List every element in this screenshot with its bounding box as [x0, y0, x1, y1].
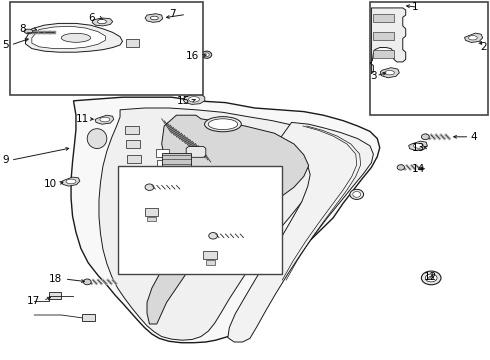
Ellipse shape: [421, 271, 441, 285]
Ellipse shape: [98, 19, 106, 24]
Polygon shape: [370, 8, 406, 74]
Ellipse shape: [189, 97, 199, 102]
Ellipse shape: [100, 117, 110, 122]
Polygon shape: [228, 122, 373, 342]
Bar: [373, 50, 394, 58]
Bar: [172, 216, 187, 225]
Bar: [126, 140, 140, 148]
Ellipse shape: [202, 51, 212, 58]
Text: 10: 10: [44, 179, 57, 189]
Text: 17: 17: [27, 296, 40, 306]
Text: 14: 14: [412, 164, 425, 174]
Polygon shape: [25, 23, 123, 52]
Ellipse shape: [353, 192, 361, 197]
Ellipse shape: [421, 134, 429, 140]
Polygon shape: [95, 115, 114, 124]
Ellipse shape: [414, 144, 423, 148]
Bar: [127, 155, 141, 163]
Ellipse shape: [145, 184, 154, 190]
Bar: [157, 160, 170, 167]
Bar: [203, 251, 217, 259]
Ellipse shape: [66, 179, 76, 184]
Text: 18: 18: [49, 274, 62, 284]
Polygon shape: [186, 147, 206, 157]
Polygon shape: [162, 153, 191, 191]
Polygon shape: [99, 108, 332, 340]
Bar: [147, 217, 156, 221]
Polygon shape: [62, 177, 80, 186]
Ellipse shape: [150, 16, 158, 20]
Ellipse shape: [205, 117, 242, 132]
Bar: [206, 260, 215, 265]
Text: 13: 13: [412, 143, 425, 153]
Ellipse shape: [425, 274, 437, 282]
Text: 15: 15: [176, 96, 190, 106]
Ellipse shape: [208, 119, 238, 130]
Bar: [158, 173, 171, 180]
Bar: [373, 32, 394, 40]
Bar: [82, 314, 95, 321]
Ellipse shape: [385, 71, 394, 75]
Ellipse shape: [234, 173, 275, 194]
Bar: [172, 229, 188, 238]
Ellipse shape: [204, 53, 209, 57]
Polygon shape: [32, 26, 105, 49]
Polygon shape: [380, 68, 399, 78]
Bar: [128, 169, 142, 177]
Bar: [125, 126, 139, 134]
Bar: [370, 2, 488, 115]
Bar: [145, 208, 158, 216]
Bar: [118, 166, 282, 274]
Text: 2: 2: [480, 42, 487, 52]
Polygon shape: [183, 94, 205, 104]
Ellipse shape: [83, 279, 91, 285]
Text: 6: 6: [88, 13, 95, 23]
Bar: [156, 149, 169, 157]
Text: 5: 5: [2, 40, 9, 50]
Text: 8: 8: [20, 24, 26, 34]
Text: 16: 16: [186, 51, 199, 61]
Polygon shape: [465, 33, 483, 42]
Ellipse shape: [24, 29, 33, 33]
Ellipse shape: [61, 33, 91, 42]
Polygon shape: [191, 184, 216, 194]
Polygon shape: [145, 14, 163, 22]
Bar: [10, 2, 203, 95]
Polygon shape: [147, 115, 309, 324]
Text: 11: 11: [76, 114, 89, 124]
Bar: [49, 292, 61, 299]
Ellipse shape: [397, 165, 404, 170]
Text: 3: 3: [370, 71, 377, 81]
Ellipse shape: [468, 36, 477, 40]
Polygon shape: [409, 141, 427, 150]
Text: 9: 9: [2, 155, 9, 165]
Text: 7: 7: [169, 9, 176, 19]
Polygon shape: [71, 97, 380, 343]
Bar: [373, 14, 394, 22]
Ellipse shape: [350, 189, 364, 199]
Bar: [176, 245, 192, 254]
Bar: [179, 258, 195, 267]
Text: 4: 4: [470, 132, 477, 142]
Ellipse shape: [209, 233, 218, 239]
Ellipse shape: [228, 169, 282, 198]
Ellipse shape: [87, 129, 107, 149]
Text: 12: 12: [424, 272, 437, 282]
Bar: [126, 39, 139, 47]
Ellipse shape: [429, 276, 434, 280]
Text: 1: 1: [412, 2, 418, 12]
Polygon shape: [92, 18, 113, 26]
